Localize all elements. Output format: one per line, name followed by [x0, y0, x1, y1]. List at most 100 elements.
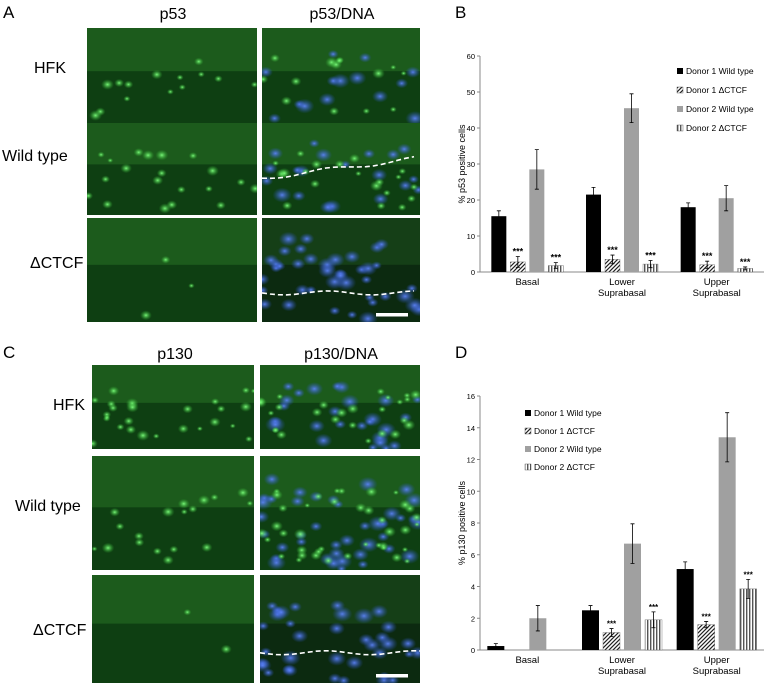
legend-swatch	[676, 124, 684, 132]
y-tick-label: 30	[467, 160, 475, 169]
micrograph-texture	[92, 365, 254, 449]
y-tick-label: 14	[467, 424, 475, 433]
legend-swatch	[525, 446, 531, 452]
y-tick-label: 2	[471, 614, 475, 623]
error-bar	[705, 260, 710, 269]
significance-marker: ***	[701, 612, 711, 621]
bar	[491, 216, 507, 272]
legend-swatch	[677, 106, 683, 112]
x-tick-label: Lower	[609, 277, 635, 288]
chart-d-svg: % p130 positive cells 0 2 4 6 8 10 12 14 16 Basal L…	[457, 392, 764, 677]
micrograph-a-ctcf-p53	[87, 218, 257, 322]
error-bar	[724, 185, 729, 212]
legend-swatch	[676, 86, 684, 94]
error-bar	[609, 628, 614, 637]
panel-letter-c: C	[3, 343, 16, 362]
micrograph-texture	[262, 218, 420, 322]
error-bar	[686, 202, 691, 212]
bar	[718, 198, 734, 272]
row-label-hfk-c: HFK	[53, 397, 85, 414]
legend-entry: Donor 2 ΔCTCF	[686, 123, 747, 133]
micrograph-texture	[260, 575, 420, 683]
significance-marker: ***	[551, 253, 562, 263]
micrograph-texture	[260, 365, 420, 449]
micrograph-texture	[262, 28, 420, 124]
panel-letter-a: A	[3, 3, 15, 22]
y-tick-label: 50	[467, 88, 475, 97]
x-tick-label: Suprabasal	[693, 666, 741, 677]
y-tick-label: 10	[467, 487, 475, 496]
col-title-p130: p130	[157, 346, 193, 363]
y-tick-label: 6	[471, 551, 475, 560]
micrograph-texture	[87, 123, 257, 215]
error-bar	[535, 605, 540, 632]
error-bar	[743, 266, 748, 271]
chart-b: % p53 positive cells 0 10 20 30 40 50 60 Basal Lo…	[455, 30, 770, 335]
bar	[624, 108, 639, 272]
error-bar	[534, 149, 539, 190]
basal-layer-dashed-line	[260, 649, 420, 656]
y-axis-label: % p130 positive cells	[457, 480, 467, 565]
bar	[529, 618, 547, 650]
micrograph-a-hfk-p53	[87, 28, 257, 124]
error-bar	[591, 187, 596, 203]
legend-entry: Donor 1 ΔCTCF	[534, 426, 595, 436]
col-title-p53-dna: p53/DNA	[309, 6, 375, 23]
legend-entry: Donor 2 Wild type	[686, 104, 754, 114]
error-bar	[610, 254, 615, 265]
y-tick-label: 40	[467, 124, 475, 133]
chart-d: % p130 positive cells 0 2 4 6 8 10 12 14 16 Basal L…	[455, 372, 770, 695]
micrograph-texture	[92, 575, 254, 683]
significance-marker: ***	[702, 251, 713, 261]
micrograph-a-wt-p53	[87, 123, 257, 215]
micrograph-c-ctcf-merge	[260, 575, 420, 683]
bar	[676, 569, 694, 650]
col-title-p53: p53	[159, 6, 187, 23]
error-bar	[651, 611, 656, 629]
row-label-hfk-a: HFK	[34, 60, 66, 77]
x-tick-label: Lower	[609, 655, 635, 666]
micrograph-texture	[92, 456, 254, 570]
bar	[582, 610, 599, 650]
panel-letter-b: B	[455, 3, 467, 22]
error-bar	[746, 578, 751, 599]
error-bar	[515, 256, 520, 268]
significance-marker: ***	[740, 257, 751, 267]
error-bar	[588, 605, 593, 616]
row-label-dctcf-c: ΔCTCF	[33, 622, 87, 639]
bar	[718, 437, 736, 650]
error-bar	[630, 523, 635, 564]
significance-marker: ***	[607, 245, 618, 255]
basal-layer-dashed-line	[262, 290, 415, 296]
micrograph-texture	[262, 123, 420, 215]
micrograph-c-hfk-merge	[260, 365, 420, 449]
error-bar	[683, 561, 688, 577]
significance-marker: ***	[607, 620, 617, 629]
legend-swatch	[677, 68, 683, 74]
significance-marker: ***	[743, 570, 753, 579]
y-tick-label: 8	[471, 519, 475, 528]
legend-entry: Donor 1 ΔCTCF	[686, 85, 747, 95]
significance-marker: ***	[645, 250, 656, 260]
legend-swatch	[524, 427, 532, 435]
y-tick-label: 20	[467, 196, 475, 205]
error-bar	[553, 262, 558, 269]
legend-entry: Donor 1 Wild type	[534, 408, 602, 418]
chart-b-svg: % p53 positive cells 0 10 20 30 40 50 60 Basal Lo…	[457, 52, 764, 299]
legend-entry: Donor 2 Wild type	[534, 444, 602, 454]
legend-entry: Donor 1 Wild type	[686, 66, 754, 76]
basal-layer-dashed-line	[262, 155, 415, 180]
micrograph-a-wt-merge	[262, 123, 420, 215]
y-tick-label: 0	[471, 646, 475, 655]
micrograph-texture	[260, 456, 420, 570]
row-label-wildtype-a: Wild type	[2, 148, 68, 165]
x-tick-label: Suprabasal	[598, 288, 646, 299]
error-bar	[725, 412, 730, 463]
error-bar	[629, 93, 634, 123]
significance-marker: ***	[649, 603, 659, 612]
legend-swatch	[525, 410, 531, 416]
significance-marker: ***	[513, 247, 524, 257]
bar	[680, 207, 696, 272]
error-bar	[648, 260, 653, 269]
y-tick-label: 60	[467, 52, 475, 61]
